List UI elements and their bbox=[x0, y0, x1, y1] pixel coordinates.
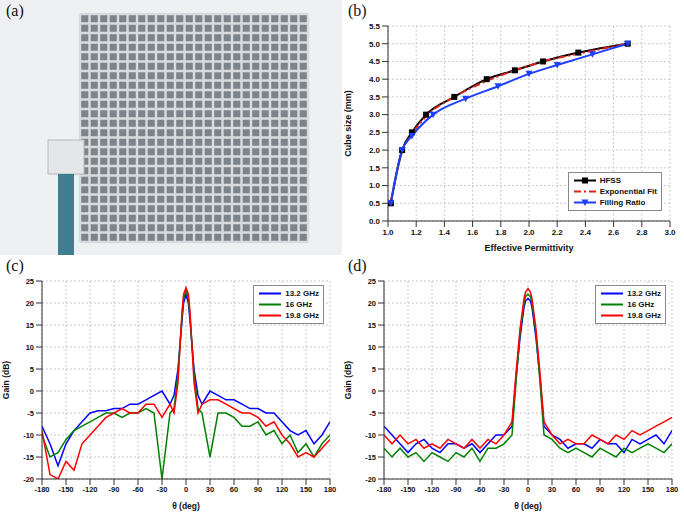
svg-text:1.8: 1.8 bbox=[495, 228, 507, 237]
svg-text:-90: -90 bbox=[451, 485, 462, 494]
svg-text:0: 0 bbox=[184, 485, 188, 494]
svg-text:30: 30 bbox=[206, 485, 214, 494]
svg-text:θ (deg): θ (deg) bbox=[172, 501, 200, 511]
svg-text:180: 180 bbox=[666, 485, 679, 494]
svg-text:-30: -30 bbox=[499, 485, 510, 494]
svg-text:-180: -180 bbox=[34, 485, 49, 494]
svg-text:1.2: 1.2 bbox=[411, 228, 423, 237]
svg-text:Gain (dB): Gain (dB) bbox=[1, 361, 11, 399]
svg-text:5: 5 bbox=[30, 365, 34, 374]
svg-text:2.8: 2.8 bbox=[636, 228, 648, 237]
svg-text:5: 5 bbox=[372, 365, 376, 374]
html-text:13.2 GHz: 13.2 GHz bbox=[627, 289, 661, 298]
html-text:Exponential Fit: Exponential Fit bbox=[599, 187, 657, 196]
html-text:19.8 GHz: 19.8 GHz bbox=[285, 311, 319, 320]
html-text:16 GHz: 16 GHz bbox=[285, 300, 313, 309]
svg-text:10: 10 bbox=[368, 343, 376, 352]
svg-text:10: 10 bbox=[26, 343, 34, 352]
svg-text:Cube size (mm): Cube size (mm) bbox=[343, 90, 353, 157]
svg-text:90: 90 bbox=[254, 485, 262, 494]
svg-text:1.0: 1.0 bbox=[382, 228, 394, 237]
svg-text:5.0: 5.0 bbox=[369, 40, 381, 49]
svg-text:120: 120 bbox=[618, 485, 631, 494]
svg-text:3.0: 3.0 bbox=[664, 228, 676, 237]
html-text:16 GHz: 16 GHz bbox=[627, 300, 655, 309]
svg-text:-120: -120 bbox=[424, 485, 439, 494]
svg-text:30: 30 bbox=[548, 485, 556, 494]
svg-text:1.0: 1.0 bbox=[369, 181, 381, 190]
svg-text:15: 15 bbox=[26, 321, 34, 330]
svg-text:150: 150 bbox=[642, 485, 655, 494]
svg-text:2.6: 2.6 bbox=[608, 228, 620, 237]
svg-text:0: 0 bbox=[30, 387, 34, 396]
svg-text:-60: -60 bbox=[133, 485, 144, 494]
svg-text:-5: -5 bbox=[27, 409, 34, 418]
svg-text:15: 15 bbox=[368, 321, 376, 330]
html-text:Filling Ratio: Filling Ratio bbox=[599, 198, 646, 207]
svg-text:25: 25 bbox=[368, 277, 376, 286]
html-text:(a): (a) bbox=[6, 2, 24, 19]
svg-text:2.0: 2.0 bbox=[369, 146, 381, 155]
svg-text:2.0: 2.0 bbox=[523, 228, 535, 237]
svg-text:Effective Permittivity: Effective Permittivity bbox=[484, 243, 573, 253]
svg-text:-5: -5 bbox=[369, 409, 376, 418]
svg-text:2.2: 2.2 bbox=[552, 228, 564, 237]
svg-text:-10: -10 bbox=[23, 431, 34, 440]
html-text:19.8 GHz: 19.8 GHz bbox=[627, 311, 661, 320]
svg-text:-20: -20 bbox=[365, 475, 376, 484]
svg-text:4.5: 4.5 bbox=[369, 57, 381, 66]
svg-text:0.5: 0.5 bbox=[369, 199, 381, 208]
svg-text:1.4: 1.4 bbox=[439, 228, 451, 237]
svg-text:-60: -60 bbox=[475, 485, 486, 494]
svg-text:5.5: 5.5 bbox=[369, 22, 381, 31]
svg-text:20: 20 bbox=[26, 299, 34, 308]
svg-text:0: 0 bbox=[372, 387, 376, 396]
svg-text:90: 90 bbox=[596, 485, 604, 494]
svg-text:25: 25 bbox=[26, 277, 34, 286]
svg-text:20: 20 bbox=[368, 299, 376, 308]
svg-text:-30: -30 bbox=[157, 485, 168, 494]
svg-text:0.0: 0.0 bbox=[369, 217, 381, 226]
svg-text:θ (deg): θ (deg) bbox=[514, 501, 542, 511]
svg-text:-20: -20 bbox=[23, 475, 34, 484]
html-text:(b): (b) bbox=[348, 2, 367, 19]
svg-text:3.0: 3.0 bbox=[369, 110, 381, 119]
svg-text:-180: -180 bbox=[376, 485, 391, 494]
svg-text:-150: -150 bbox=[400, 485, 415, 494]
svg-text:150: 150 bbox=[300, 485, 313, 494]
svg-text:2.4: 2.4 bbox=[580, 228, 592, 237]
svg-text:-90: -90 bbox=[109, 485, 120, 494]
svg-text:-10: -10 bbox=[365, 431, 376, 440]
html-text:(c): (c) bbox=[6, 257, 24, 274]
svg-text:-120: -120 bbox=[82, 485, 97, 494]
svg-text:4.0: 4.0 bbox=[369, 75, 381, 84]
svg-text:1.6: 1.6 bbox=[467, 228, 479, 237]
svg-text:60: 60 bbox=[572, 485, 580, 494]
svg-text:1.5: 1.5 bbox=[369, 164, 381, 173]
html-text:13.2 GHz: 13.2 GHz bbox=[285, 289, 319, 298]
svg-text:0: 0 bbox=[526, 485, 530, 494]
svg-text:-15: -15 bbox=[365, 453, 376, 462]
html-text:(d): (d) bbox=[348, 257, 367, 274]
svg-text:-150: -150 bbox=[58, 485, 73, 494]
svg-text:-15: -15 bbox=[23, 453, 34, 462]
svg-text:2.5: 2.5 bbox=[369, 128, 381, 137]
svg-text:180: 180 bbox=[324, 485, 337, 494]
svg-text:60: 60 bbox=[230, 485, 238, 494]
svg-text:3.5: 3.5 bbox=[369, 93, 381, 102]
html-text:HFSS: HFSS bbox=[599, 176, 621, 185]
svg-text:120: 120 bbox=[276, 485, 289, 494]
svg-text:Gain (dB): Gain (dB) bbox=[343, 361, 353, 399]
